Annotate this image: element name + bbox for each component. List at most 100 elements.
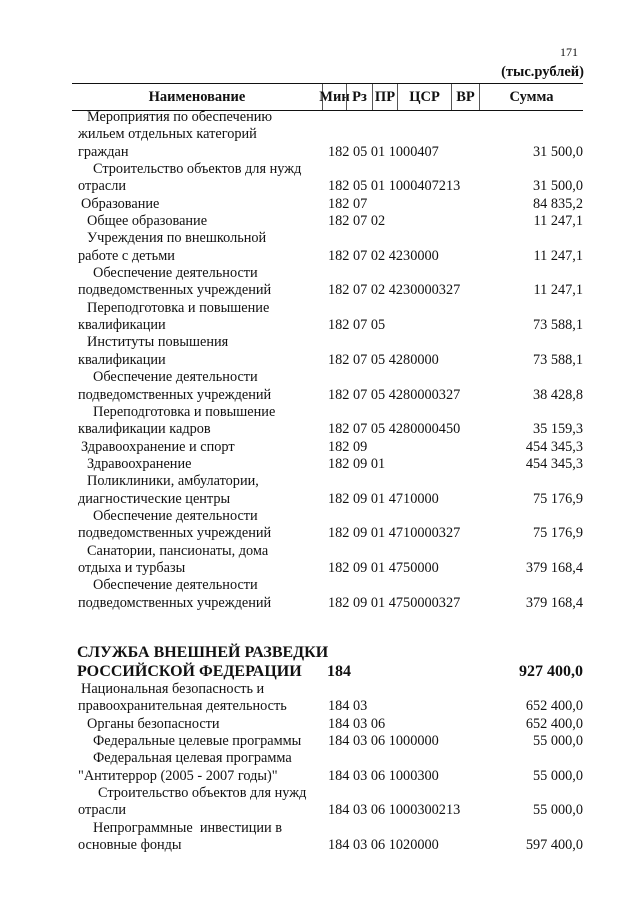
row-name-line: подведомственных учреждений [78, 282, 272, 299]
row-name: Здравоохранение [78, 456, 328, 473]
row-sum: 35 159,3 [532, 421, 583, 438]
row-sum: 652 400,0 [525, 698, 583, 715]
row-name-line: СЛУЖБА ВНЕШНЕЙ РАЗВЕДКИ [77, 643, 329, 661]
header-vr: ВР [451, 84, 479, 110]
table-row: Образование 182 07 84 835,2 [78, 196, 583, 213]
row-code: 184 [327, 662, 351, 680]
row-sum: 55 000,0 [532, 733, 583, 749]
row-name-line: "Антитеррор (2005 - 2007 годы)" [78, 767, 278, 784]
row-sum: 73 588,1 [532, 351, 583, 368]
row-name: Национальная безопасность и правоохраните… [78, 681, 328, 716]
row-name-line: Поликлиники, амбулатории, [87, 473, 259, 490]
row-name: Строительство объектов для нужд отрасли [78, 161, 328, 196]
row-name-line: Органы безопасности [87, 715, 220, 732]
row-code: 182 07 [328, 195, 368, 212]
row-sum: 75 176,9 [532, 490, 583, 507]
table-row: Переподготовка и повышение квалификации 18… [78, 300, 583, 335]
row-code: 182 07 05 4280000 [328, 351, 439, 368]
row-name: Учреждения по внешкольной работе с детьми [78, 230, 328, 265]
row-name-line: квалификации [78, 317, 166, 334]
row-name-line: подведомственных учреждений [78, 525, 272, 542]
table-row: Здравоохранение и спорт 182 09 454 345,3 [78, 439, 583, 456]
table-row: Здравоохранение 182 09 01 454 345,3 [78, 456, 583, 473]
table-row: Санатории, пансионаты, дома отдыха и турб… [78, 543, 583, 578]
row-name-line: Образование [81, 195, 160, 212]
row-sum: 379 168,4 [525, 594, 583, 611]
row-code: 182 09 01 4710000 [328, 490, 439, 507]
row-name-line: Здравоохранение и спорт [81, 438, 235, 455]
row-sum: 73 588,1 [532, 317, 583, 334]
row-name-line: отдыха и турбазы [78, 559, 186, 576]
row-name: Непрограммные инвестиции в основные фонды [78, 820, 328, 855]
row-code: 182 07 05 4280000450 [328, 421, 461, 438]
row-name-line: Строительство объектов для нужд [93, 161, 302, 178]
row-code: 184 03 06 1000300 [328, 767, 439, 784]
row-name-line: Обеспечение деятельности [93, 507, 258, 524]
row-name: Санатории, пансионаты, дома отдыха и турб… [78, 543, 328, 578]
row-code: 184 03 06 [328, 715, 386, 732]
row-name: Обеспечение деятельности подведомственных… [78, 508, 328, 543]
row-name: Обеспечение деятельности подведомственных… [78, 265, 328, 300]
table-row: Переподготовка и повышение квалификации к… [78, 404, 583, 439]
row-name: Переподготовка и повышение квалификации [78, 300, 328, 335]
table-row: Федеральная целевая программа "Антитеррор… [78, 750, 583, 785]
row-sum: 11 247,1 [533, 247, 583, 264]
header-min: Мин [319, 84, 350, 110]
row-code: 184 03 06 1000000 [328, 733, 439, 749]
row-name-line: подведомственных учреждений [78, 594, 272, 611]
row-name-line: основные фонды [78, 837, 182, 854]
row-code: 182 09 01 [328, 455, 386, 472]
row-code: 182 07 05 4280000327 [328, 386, 461, 403]
row-code: 182 07 02 4230000327 [328, 282, 461, 299]
row-name-line: Обеспечение деятельности [93, 577, 258, 594]
row-name-line: подведомственных учреждений [78, 386, 272, 403]
row-name: Образование [78, 196, 328, 213]
header-rz: Рз [346, 84, 372, 110]
row-code: 182 09 01 4750000327 [328, 594, 461, 611]
row-name: Поликлиники, амбулатории, диагностические… [78, 473, 328, 508]
row-name: Органы безопасности [78, 716, 328, 733]
row-code: 182 05 01 1000407213 [328, 178, 461, 195]
row-sum: 55 000,0 [532, 802, 583, 819]
row-code: 182 09 01 4710000327 [328, 525, 461, 542]
row-name-line: Общее образование [87, 213, 208, 230]
row-name-line: Непрограммные инвестиции в [93, 819, 283, 836]
row-name-line: РОССИЙСКОЙ ФЕДЕРАЦИИ [77, 662, 302, 680]
row-sum: 379 168,4 [525, 559, 583, 576]
row-name-line: Обеспечение деятельности [93, 265, 258, 282]
row-sum: 597 400,0 [525, 837, 583, 854]
row-code: 182 05 01 1000407 [328, 143, 439, 160]
table-row: Органы безопасности 184 03 06 652 400,0 [78, 716, 583, 733]
row-name: Федеральная целевая программа "Антитеррор… [78, 750, 328, 785]
row-name-line: Здравоохранение [87, 455, 192, 472]
row-name: Институты повышения квалификации [78, 334, 328, 369]
table-row: Обеспечение деятельности подведомственных… [78, 265, 583, 300]
header-pr: ПР [372, 84, 397, 110]
row-name-line: Институты повышения [87, 334, 229, 351]
row-sum: 84 835,2 [532, 195, 583, 212]
row-name-line: правоохранительная деятельность [78, 698, 287, 715]
page-number: 171 [560, 45, 578, 59]
row-name-line: Национальная безопасность и [81, 680, 265, 697]
row-sum: 11 247,1 [533, 282, 583, 299]
table-row: Строительство объектов для нужд отрасли 18… [78, 161, 583, 196]
row-sum: 454 345,3 [525, 455, 583, 472]
row-sum: 55 000,0 [532, 767, 583, 784]
row-code: 184 03 [328, 698, 368, 715]
table-row: Национальная безопасность и правоохраните… [78, 681, 583, 716]
header-csr: ЦСР [397, 84, 451, 110]
row-sum: 75 176,9 [532, 525, 583, 542]
row-code: 182 07 02 [328, 213, 386, 230]
row-name-line: квалификации кадров [78, 421, 211, 438]
row-name-line: граждан [78, 143, 129, 160]
table-row: Учреждения по внешкольной работе с детьми… [78, 230, 583, 265]
table-row: Строительство объектов для нужд отрасли 18… [78, 785, 583, 820]
row-name-line: Мероприятия по обеспечению [87, 109, 273, 125]
row-sum: 38 428,8 [532, 386, 583, 403]
table-row: Общее образование 182 07 02 11 247,1 [78, 213, 583, 230]
row-name-line: отрасли [78, 178, 127, 195]
table-header: Наименование Мин Рз ПР ЦСР ВР Сумма [72, 83, 583, 111]
row-sum: 31 500,0 [532, 178, 583, 195]
row-name-line: Переподготовка и повышение [93, 403, 276, 420]
row-code: 182 07 05 [328, 317, 386, 334]
